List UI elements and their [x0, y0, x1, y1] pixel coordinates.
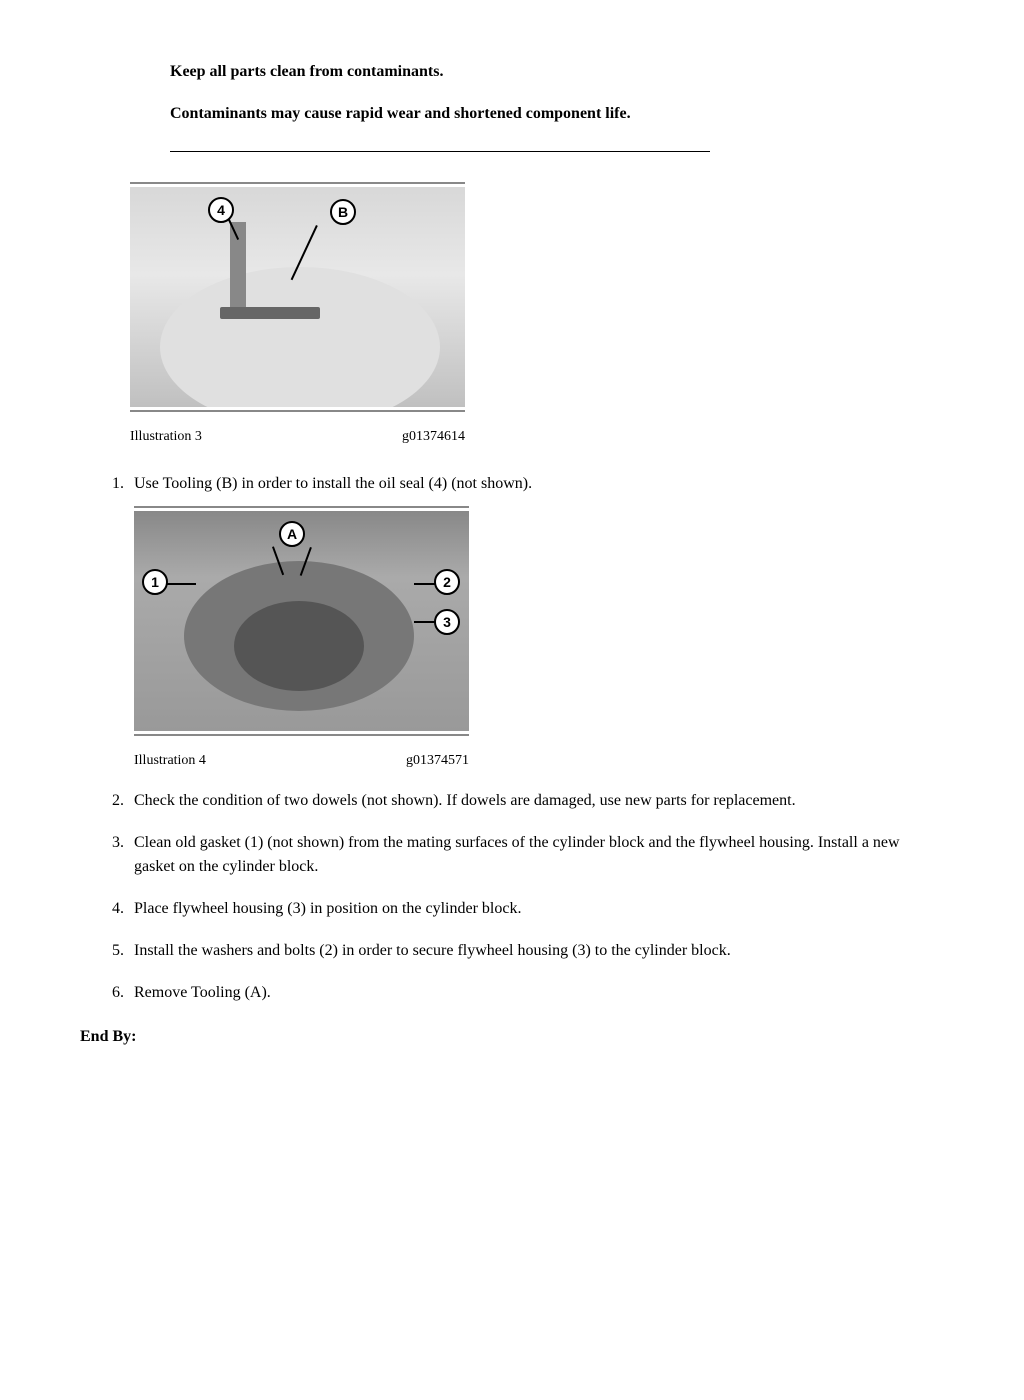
- step-3: Clean old gasket (1) (not shown) from th…: [112, 831, 944, 879]
- notice-block: Keep all parts clean from contaminants. …: [170, 60, 944, 152]
- callout-A: A: [279, 521, 305, 547]
- step-1: Use Tooling (B) in order to install the …: [112, 472, 944, 771]
- figure-3-image: 4 B: [130, 187, 465, 407]
- figure-4-code: g01374571: [406, 750, 469, 771]
- figure-4-frame: A 1 2 3: [134, 506, 469, 736]
- notice-line-1: Keep all parts clean from contaminants.: [170, 60, 944, 84]
- figure-4-label: Illustration 4: [134, 750, 206, 771]
- callout-4: 4: [208, 197, 234, 223]
- step-5: Install the washers and bolts (2) in ord…: [112, 939, 944, 963]
- figure-3-frame: 4 B: [130, 182, 465, 412]
- step-3-text: Clean old gasket (1) (not shown) from th…: [134, 834, 900, 875]
- figure-4-block: A 1 2 3: [134, 506, 944, 736]
- figure-4-image: A 1 2 3: [134, 511, 469, 731]
- figure-3-code: g01374614: [402, 426, 465, 447]
- figure-3-block: 4 B: [130, 182, 944, 412]
- step-2-text: Check the condition of two dowels (not s…: [134, 792, 796, 809]
- notice-line-2: Contaminants may cause rapid wear and sh…: [170, 102, 944, 126]
- callout-2: 2: [434, 569, 460, 595]
- step-5-text: Install the washers and bolts (2) in ord…: [134, 942, 731, 959]
- step-2: Check the condition of two dowels (not s…: [112, 789, 944, 813]
- step-4-text: Place flywheel housing (3) in position o…: [134, 900, 521, 917]
- callout-1: 1: [142, 569, 168, 595]
- callout-B: B: [330, 199, 356, 225]
- step-1-text: Use Tooling (B) in order to install the …: [134, 475, 532, 492]
- callout-3: 3: [434, 609, 460, 635]
- figure-4-caption: Illustration 4 g01374571: [134, 750, 469, 771]
- notice-divider: [170, 151, 710, 152]
- step-4: Place flywheel housing (3) in position o…: [112, 897, 944, 921]
- step-list: Use Tooling (B) in order to install the …: [112, 472, 944, 1005]
- figure-3-label: Illustration 3: [130, 426, 202, 447]
- step-6: Remove Tooling (A).: [112, 981, 944, 1005]
- figure-3-caption: Illustration 3 g01374614: [130, 426, 465, 447]
- step-6-text: Remove Tooling (A).: [134, 984, 271, 1001]
- end-by-heading: End By:: [80, 1025, 944, 1049]
